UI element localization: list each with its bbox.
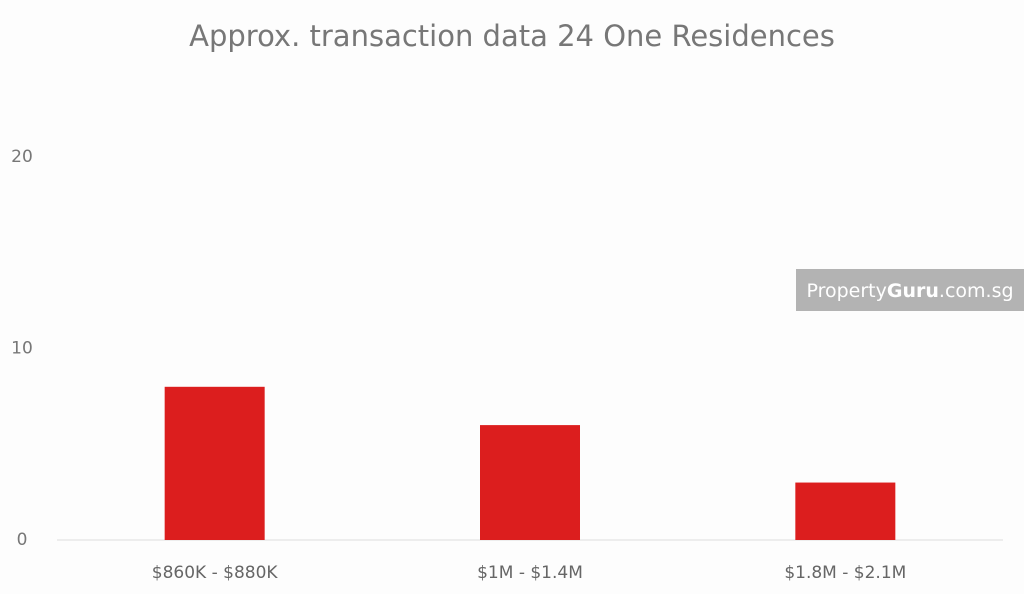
bar — [164, 386, 265, 540]
y-tick-label: 0 — [17, 530, 28, 550]
y-tick-label: 20 — [11, 147, 33, 167]
watermark: PropertyGuru.com.sg — [806, 280, 1013, 302]
watermark-part: Property — [806, 280, 886, 302]
watermark-box — [796, 269, 1024, 311]
y-tick-label: 10 — [11, 339, 33, 359]
watermark-part: .com.sg — [939, 280, 1014, 302]
x-tick-label: $860K - $880K — [152, 563, 279, 583]
x-tick-label: $1M - $1.4M — [477, 563, 583, 583]
bar — [795, 482, 896, 540]
chart-title: Approx. transaction data 24 One Residenc… — [189, 19, 835, 53]
x-tick-label: $1.8M - $2.1M — [784, 563, 906, 583]
bar — [480, 425, 580, 540]
watermark-part: Guru — [887, 280, 939, 302]
